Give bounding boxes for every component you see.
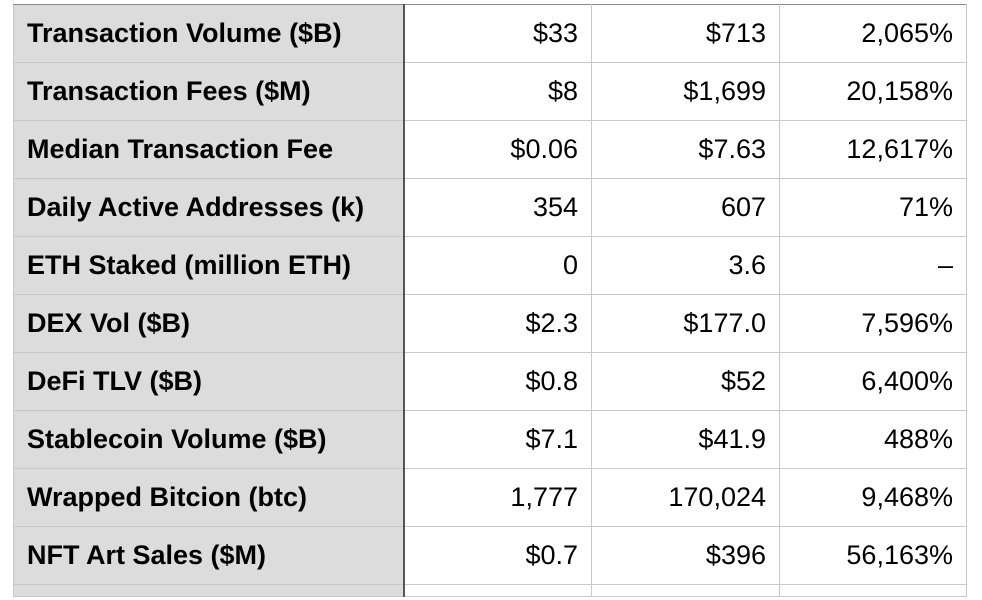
value-cell-col2[interactable]: $52: [591, 352, 780, 411]
table-row: ETH Staked (million ETH) 0 3.6 –: [13, 236, 967, 295]
table-body: Transaction Volume ($B) $33 $713 2,065% …: [13, 4, 967, 597]
value-cell-col3[interactable]: 7,596%: [779, 294, 967, 353]
row-label-cell[interactable]: DeFi TLV ($B): [13, 352, 405, 411]
value-cell-col2[interactable]: $7.63: [591, 120, 780, 179]
value-cell-col2[interactable]: $1,699: [591, 62, 780, 121]
value-cell-col2[interactable]: 170,024: [591, 468, 780, 527]
value-cell-col1[interactable]: $0.8: [403, 352, 592, 411]
value-cell-col2[interactable]: 607: [591, 178, 780, 237]
value-cell-col1[interactable]: 354: [403, 178, 592, 237]
row-label-cell[interactable]: [13, 584, 405, 597]
value-cell-col2[interactable]: $396: [591, 526, 780, 585]
value-cell-col1[interactable]: $2.3: [403, 294, 592, 353]
value-cell-col3[interactable]: 12,617%: [779, 120, 967, 179]
value-cell-col2[interactable]: [591, 584, 780, 597]
table-row: Transaction Volume ($B) $33 $713 2,065%: [13, 4, 967, 63]
value-cell-col2[interactable]: $177.0: [591, 294, 780, 353]
value-cell-col3[interactable]: 9,468%: [779, 468, 967, 527]
value-cell-col1[interactable]: 0: [403, 236, 592, 295]
table-row: Transaction Fees ($M) $8 $1,699 20,158%: [13, 62, 967, 121]
value-cell-col3[interactable]: 6,400%: [779, 352, 967, 411]
value-cell-col1[interactable]: $0.06: [403, 120, 592, 179]
row-label-cell[interactable]: Stablecoin Volume ($B): [13, 410, 405, 469]
row-label-cell[interactable]: DEX Vol ($B): [13, 294, 405, 353]
value-cell-col2[interactable]: $41.9: [591, 410, 780, 469]
value-cell-col1[interactable]: $8: [403, 62, 592, 121]
value-cell-col3[interactable]: 71%: [779, 178, 967, 237]
row-label-cell[interactable]: Transaction Volume ($B): [13, 4, 405, 63]
value-cell-col3[interactable]: [779, 584, 967, 597]
row-label-cell[interactable]: Wrapped Bitcion (btc): [13, 468, 405, 527]
table-row: Median Transaction Fee $0.06 $7.63 12,61…: [13, 120, 967, 179]
row-label-cell[interactable]: Transaction Fees ($M): [13, 62, 405, 121]
table-row: DeFi TLV ($B) $0.8 $52 6,400%: [13, 352, 967, 411]
table-row: Wrapped Bitcion (btc) 1,777 170,024 9,46…: [13, 468, 967, 527]
value-cell-col1[interactable]: $7.1: [403, 410, 592, 469]
table-row: Stablecoin Volume ($B) $7.1 $41.9 488%: [13, 410, 967, 469]
value-cell-col1[interactable]: $33: [403, 4, 592, 63]
data-table: Transaction Volume ($B) $33 $713 2,065% …: [13, 4, 967, 597]
value-cell-col3[interactable]: –: [779, 236, 967, 295]
value-cell-col3[interactable]: 2,065%: [779, 4, 967, 63]
value-cell-col2[interactable]: $713: [591, 4, 780, 63]
value-cell-col3[interactable]: 56,163%: [779, 526, 967, 585]
row-label-cell[interactable]: NFT Art Sales ($M): [13, 526, 405, 585]
row-label-cell[interactable]: ETH Staked (million ETH): [13, 236, 405, 295]
value-cell-col3[interactable]: 488%: [779, 410, 967, 469]
table-row: Daily Active Addresses (k) 354 607 71%: [13, 178, 967, 237]
row-label-cell[interactable]: Daily Active Addresses (k): [13, 178, 405, 237]
row-label-cell[interactable]: Median Transaction Fee: [13, 120, 405, 179]
value-cell-col1[interactable]: $0.7: [403, 526, 592, 585]
table-row-partial: [13, 584, 967, 597]
table-row: DEX Vol ($B) $2.3 $177.0 7,596%: [13, 294, 967, 353]
table-row: NFT Art Sales ($M) $0.7 $396 56,163%: [13, 526, 967, 585]
value-cell-col1[interactable]: [403, 584, 592, 597]
value-cell-col1[interactable]: 1,777: [403, 468, 592, 527]
value-cell-col2[interactable]: 3.6: [591, 236, 780, 295]
value-cell-col3[interactable]: 20,158%: [779, 62, 967, 121]
